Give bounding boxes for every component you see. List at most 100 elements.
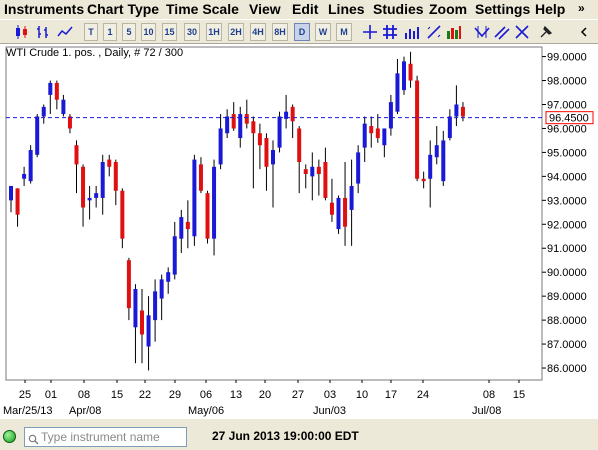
x-axis: 25 01 08 15 22 29 06 13 20 27 03 10 17 24 08 15 Mar/25/1…	[3, 380, 525, 417]
timeframe-2h-button[interactable]: 2H	[228, 23, 244, 41]
candles	[9, 51, 465, 371]
timeframe-1m-button[interactable]: 1	[103, 23, 117, 41]
menu-zoom[interactable]: Zoom	[429, 1, 468, 17]
candle	[81, 164, 86, 227]
candle	[421, 171, 426, 189]
candle	[41, 104, 46, 124]
timeframe-1h-button[interactable]: 1H	[206, 23, 222, 41]
current-price-box: 96.4500	[545, 111, 594, 125]
bar-chart-icon[interactable]	[34, 22, 54, 42]
line-chart-icon[interactable]	[55, 22, 75, 42]
timeframe-weekly-button[interactable]: W	[315, 23, 331, 41]
candle	[310, 152, 315, 201]
timeframe-4h-button[interactable]: 4H	[250, 23, 266, 41]
candle	[447, 109, 452, 141]
status-datetime: 27 Jun 2013 19:00:00 EDT	[212, 429, 359, 443]
candle-body	[185, 221, 190, 230]
menu-edit[interactable]: Edit	[292, 1, 319, 17]
candle	[48, 80, 53, 115]
candle	[159, 274, 164, 321]
candle-body	[257, 133, 262, 146]
candle-body	[120, 190, 125, 239]
x-tick-label: 08	[483, 389, 495, 401]
fibonacci-icon[interactable]	[444, 22, 464, 42]
timeframe-5m-button[interactable]: 5	[122, 23, 136, 41]
candle	[257, 123, 262, 170]
y-tick-label: 94.0000	[547, 171, 587, 183]
candle	[428, 140, 433, 208]
candle-body	[28, 150, 33, 182]
candle-body	[179, 217, 184, 239]
chevrons-right-icon[interactable]: »	[578, 1, 585, 15]
candle	[454, 85, 459, 127]
chevron-left-icon[interactable]	[574, 22, 594, 42]
candle-body	[100, 161, 105, 198]
candle-body	[238, 114, 243, 139]
candle	[113, 159, 118, 206]
connection-status-icon	[3, 430, 16, 443]
menu-chart-type[interactable]: Chart Type	[87, 1, 160, 17]
pin-icon[interactable]	[536, 22, 556, 42]
menu-help[interactable]: Help	[535, 1, 566, 17]
chart-area[interactable]: WTI Crude 1. pos. , Daily, # 72 / 300 99…	[0, 44, 598, 419]
trend-icon[interactable]	[472, 22, 492, 42]
candle-body	[271, 150, 275, 165]
channel-icon[interactable]	[512, 22, 532, 42]
candle-body	[146, 315, 151, 347]
timeframe-15m-button[interactable]: 15	[162, 23, 177, 41]
timeframe-30m-button[interactable]: 30	[184, 23, 200, 41]
candle	[297, 126, 302, 194]
candle	[9, 185, 13, 213]
volume-icon[interactable]	[402, 22, 422, 42]
menu-view[interactable]: View	[249, 1, 281, 17]
candle-body	[67, 116, 72, 129]
menu-settings[interactable]: Settings	[475, 1, 531, 17]
menu-instruments[interactable]: Instruments	[4, 1, 85, 17]
candle	[35, 114, 40, 158]
menu-studies[interactable]: Studies	[373, 1, 424, 17]
grid-icon[interactable]	[380, 22, 400, 42]
parallel-lines-icon[interactable]	[492, 22, 512, 42]
candle	[22, 166, 27, 186]
crosshair-icon[interactable]	[360, 22, 380, 42]
candle-body	[41, 106, 46, 117]
candle-body	[284, 111, 289, 119]
timeframe-10m-button[interactable]: 10	[141, 23, 156, 41]
x-tick-label: 20	[259, 389, 271, 401]
toolbar: T 1 5 10 15 30 1H 2H 4H 8H D W M	[0, 19, 598, 44]
draw-line-icon[interactable]	[424, 22, 444, 42]
x-tick-label: 17	[385, 389, 397, 401]
candle	[87, 185, 92, 220]
y-tick-label: 90.0000	[547, 267, 587, 279]
candle	[290, 104, 295, 139]
menu-time-scale[interactable]: Time Scale	[166, 1, 239, 17]
candle	[28, 145, 33, 184]
instrument-search-input[interactable]	[24, 427, 187, 447]
timeframe-8h-button[interactable]: 8H	[272, 23, 288, 41]
candle	[61, 94, 66, 117]
candle	[146, 296, 151, 371]
candle-body	[9, 185, 13, 201]
menu-lines[interactable]: Lines	[328, 1, 365, 17]
y-tick-label: 99.0000	[547, 52, 587, 64]
candle	[231, 102, 236, 131]
y-tick-label: 97.0000	[547, 99, 587, 111]
candle-body	[310, 166, 315, 177]
y-tick-label: 88.0000	[547, 315, 587, 327]
timeframe-monthly-button[interactable]: M	[336, 23, 352, 41]
y-tick-label: 96.0000	[547, 123, 587, 135]
x-tick-label: 08	[78, 389, 90, 401]
candle	[54, 80, 59, 110]
price-chart[interactable]: WTI Crude 1. pos. , Daily, # 72 / 300 99…	[0, 44, 598, 419]
candlestick-chart-icon[interactable]	[12, 22, 32, 42]
timeframe-daily-button[interactable]: D	[294, 23, 310, 41]
candle-body	[192, 159, 197, 237]
x-tick-label: 15	[111, 389, 123, 401]
y-tick-label: 89.0000	[547, 291, 587, 303]
candle-body	[369, 126, 374, 134]
candle-body	[316, 166, 321, 174]
candle	[251, 116, 256, 189]
timeframe-tick-button[interactable]: T	[84, 23, 98, 41]
candle-body	[205, 193, 210, 239]
candle-body	[336, 197, 341, 230]
